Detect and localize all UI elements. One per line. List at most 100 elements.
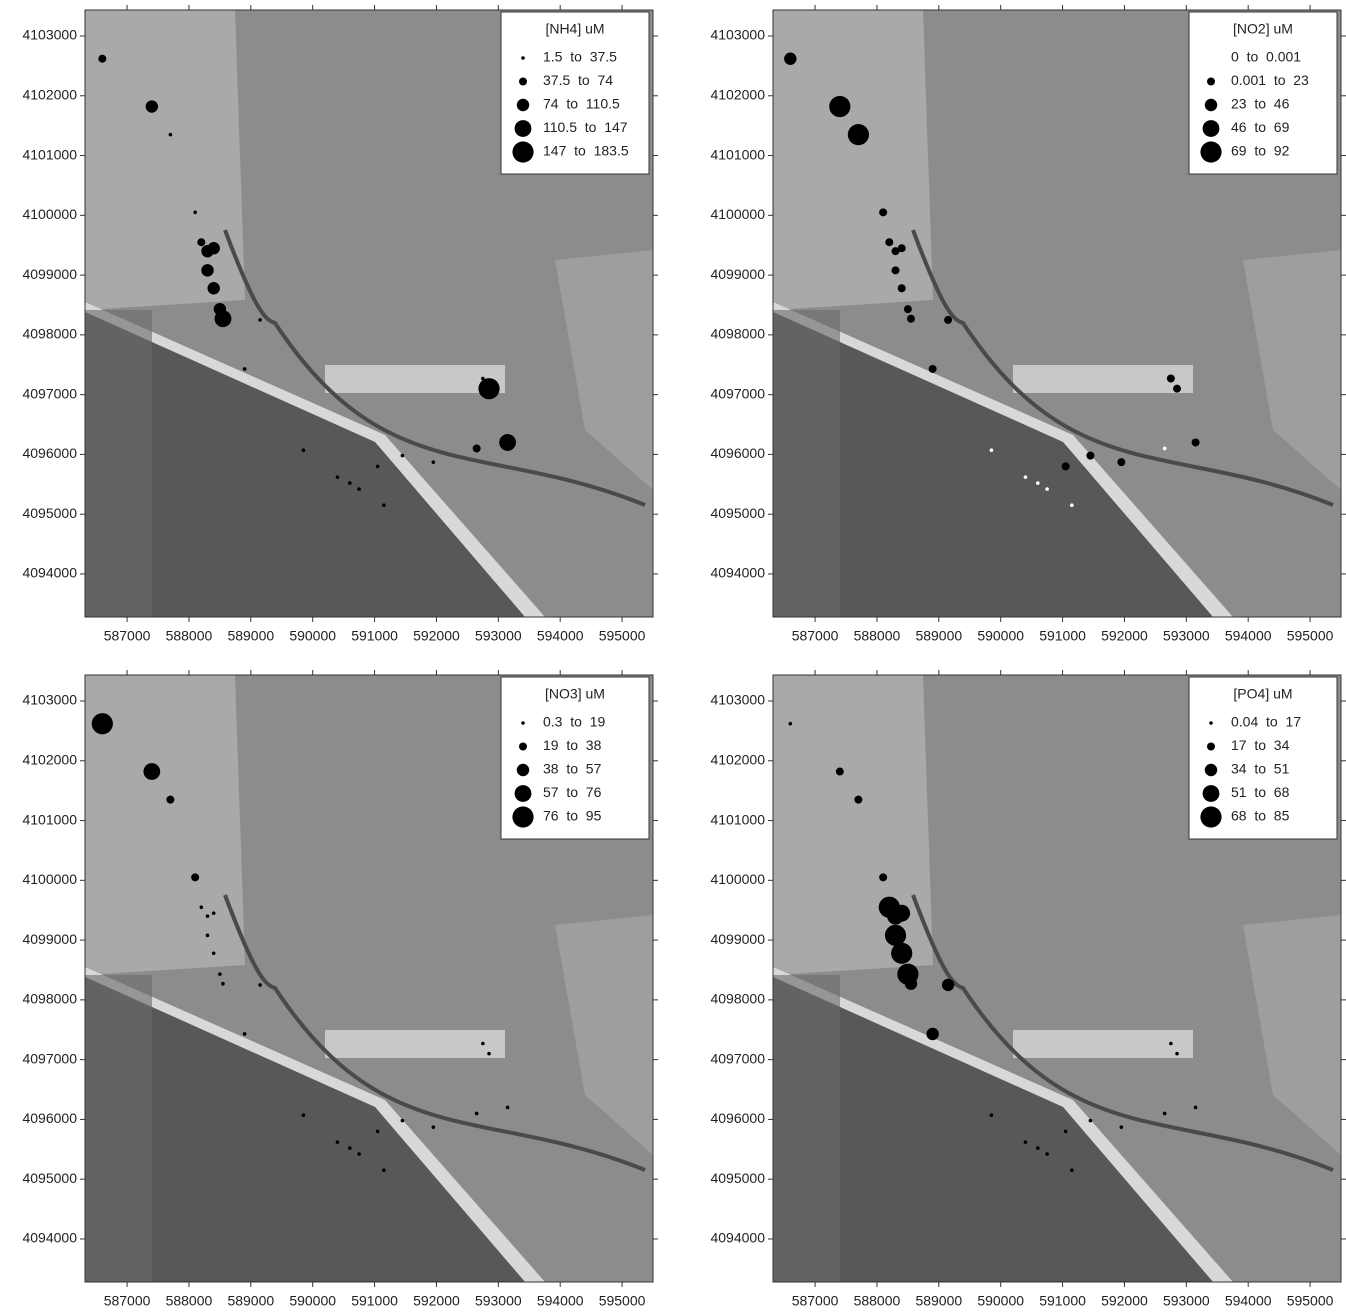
sample-point	[336, 475, 340, 479]
sample-point	[990, 448, 994, 452]
y-tick-label: 4099000	[710, 266, 765, 282]
legend-label: 0.3 to 19	[543, 714, 605, 730]
legend-label: 23 to 46	[1231, 96, 1290, 112]
legend-marker	[1209, 56, 1213, 60]
sample-point	[506, 1106, 510, 1110]
sample-point	[942, 979, 954, 991]
legend-title: [PO4] uM	[1233, 686, 1292, 702]
x-tick-label: 589000	[915, 628, 962, 644]
legend-label: 1.5 to 37.5	[543, 49, 617, 65]
urban-area	[773, 10, 933, 310]
legend-marker	[1200, 806, 1221, 827]
y-tick-label: 4094000	[22, 565, 77, 581]
sample-point	[905, 978, 917, 990]
x-tick-label: 591000	[351, 1293, 398, 1309]
x-tick-label: 587000	[104, 628, 151, 644]
x-tick-label: 587000	[104, 1293, 151, 1309]
legend-label: 0 to 0.001	[1231, 49, 1301, 65]
sample-point	[401, 1119, 405, 1123]
sample-point	[212, 911, 216, 915]
y-tick-label: 4094000	[22, 1230, 77, 1246]
legend: [NO3] uM0.3 to 1919 to 3838 to 5757 to 7…	[501, 677, 649, 839]
sample-point	[836, 768, 844, 776]
legend-label: 0.001 to 23	[1231, 72, 1309, 88]
sample-point	[1024, 1140, 1028, 1144]
airport	[1013, 1030, 1193, 1058]
sample-point	[376, 465, 380, 469]
sample-point	[92, 713, 113, 734]
sample-point	[143, 763, 160, 780]
y-tick-label: 4096000	[710, 1110, 765, 1126]
legend-marker	[515, 785, 532, 802]
sample-point	[357, 1152, 361, 1156]
sample-point	[1064, 1130, 1068, 1134]
sample-point	[990, 1113, 994, 1117]
y-tick-label: 4097000	[710, 1050, 765, 1066]
sample-point	[885, 238, 893, 246]
legend-marker	[517, 99, 529, 111]
sample-point	[432, 460, 436, 464]
sample-point	[904, 305, 912, 313]
x-tick-label: 590000	[289, 1293, 336, 1309]
sample-point	[193, 211, 197, 215]
sample-point	[487, 1052, 491, 1056]
y-tick-label: 4096000	[710, 445, 765, 461]
y-tick-label: 4097000	[22, 385, 77, 401]
sample-point	[206, 914, 210, 918]
x-tick-label: 588000	[166, 1293, 213, 1309]
legend-label: 38 to 57	[543, 761, 602, 777]
x-tick-label: 594000	[1225, 1293, 1272, 1309]
sample-point	[200, 905, 204, 909]
sample-point	[1175, 1052, 1179, 1056]
sample-point	[475, 1112, 479, 1116]
y-tick-label: 4096000	[22, 1110, 77, 1126]
x-tick-label: 595000	[599, 628, 646, 644]
legend-title: [NO3] uM	[545, 686, 605, 702]
y-tick-label: 4098000	[22, 991, 77, 1007]
sample-point	[929, 365, 937, 373]
legend-marker	[512, 141, 533, 162]
sample-point	[348, 1146, 352, 1150]
sample-point	[1045, 1152, 1049, 1156]
sample-point	[848, 124, 869, 145]
y-tick-label: 4102000	[22, 751, 77, 767]
sample-point	[197, 238, 205, 246]
map-panel: 5870005880005890005900005910005920005930…	[22, 670, 658, 1309]
x-tick-label: 592000	[1101, 628, 1148, 644]
x-tick-label: 592000	[413, 628, 460, 644]
legend-label: 37.5 to 74	[543, 72, 613, 88]
map-panel: 5870005880005890005900005910005920005930…	[710, 5, 1346, 644]
sample-point	[879, 873, 887, 881]
image-edge	[773, 310, 840, 617]
sample-point	[481, 1042, 485, 1046]
x-tick-label: 593000	[475, 1293, 522, 1309]
legend-marker	[1209, 721, 1213, 725]
x-tick-label: 594000	[537, 628, 584, 644]
legend-title: [NO2] uM	[1233, 21, 1293, 37]
y-tick-label: 4101000	[22, 146, 77, 162]
x-tick-label: 592000	[1101, 1293, 1148, 1309]
urban-area	[85, 10, 245, 310]
y-tick-label: 4101000	[710, 146, 765, 162]
sample-point	[218, 972, 222, 976]
sample-point	[1045, 487, 1049, 491]
sample-point	[1086, 452, 1094, 460]
sample-point	[1163, 447, 1167, 451]
sample-point	[357, 487, 361, 491]
sample-point	[1036, 1146, 1040, 1150]
airport	[325, 1030, 505, 1058]
sample-point	[258, 318, 262, 322]
x-tick-label: 589000	[915, 1293, 962, 1309]
sample-point	[1163, 1112, 1167, 1116]
legend-marker	[521, 721, 525, 725]
y-tick-label: 4094000	[710, 1230, 765, 1246]
x-tick-label: 588000	[166, 628, 213, 644]
x-tick-label: 594000	[1225, 628, 1272, 644]
legend-marker	[512, 806, 533, 827]
sample-point	[1024, 475, 1028, 479]
y-tick-label: 4101000	[22, 811, 77, 827]
sample-point	[907, 315, 915, 323]
sample-point	[207, 242, 219, 254]
sample-point	[893, 905, 910, 922]
legend-label: 57 to 76	[543, 784, 602, 800]
